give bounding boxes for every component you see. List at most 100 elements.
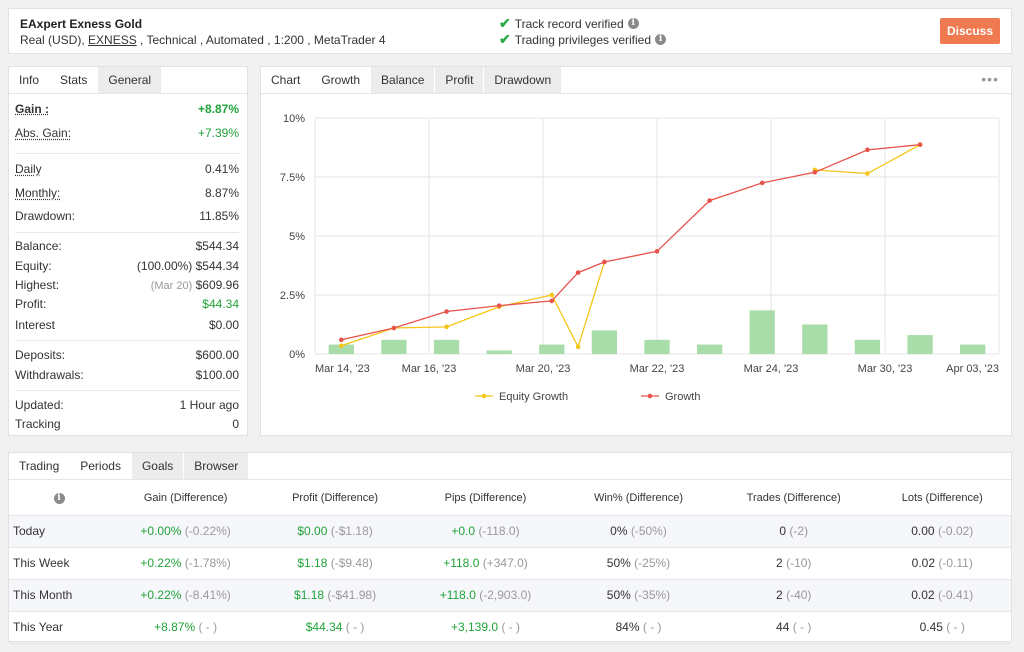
series-line — [341, 144, 921, 349]
divider — [15, 340, 239, 341]
data-point — [549, 298, 555, 304]
tab-trading[interactable]: Trading — [9, 453, 71, 479]
volume-bar — [381, 339, 407, 354]
cell-difference: ( - ) — [501, 620, 521, 634]
period-cell: +118.0 (-2,903.0) — [407, 579, 564, 612]
check-icon: ✔ — [499, 15, 511, 31]
table-row: This Year +8.87% ( - ) $44.34 ( - ) +3,139.… — [9, 611, 1011, 644]
volume-bar — [696, 344, 723, 354]
period-name: This Week — [9, 547, 109, 580]
cell-difference: (-40) — [786, 588, 812, 602]
tab-info[interactable]: Info — [9, 67, 51, 93]
tab-browser[interactable]: Browser — [184, 453, 250, 479]
info-icon[interactable]: i — [53, 493, 65, 505]
cell-difference: (-10) — [786, 556, 812, 570]
tab-drawdown[interactable]: Drawdown — [484, 67, 563, 93]
stat-value: (100.00%) $544.34 — [136, 259, 239, 273]
period-cell: 0.45 ( - ) — [873, 611, 1011, 644]
system-header: EAxpert Exness Gold Real (USD), EXNESS ,… — [8, 8, 1012, 54]
cell-difference: ( - ) — [792, 620, 812, 634]
data-point — [339, 343, 344, 349]
stat-label: Withdrawals: — [15, 368, 84, 382]
data-point — [759, 180, 765, 186]
period-cell: +0.22% (-8.41%) — [109, 579, 263, 612]
stat-highest: Highest: (Mar 20) $609.96 — [15, 276, 239, 294]
stat-value: $544.34 — [195, 239, 239, 253]
data-point — [602, 259, 607, 265]
legend-marker — [481, 393, 487, 399]
cell-value: $1.18 — [297, 556, 328, 570]
stat-balance: Balance: $544.34 — [15, 237, 239, 255]
info-icon[interactable]: i — [627, 18, 639, 29]
tab-general[interactable]: General — [98, 67, 163, 93]
tab-profit[interactable]: Profit — [435, 67, 485, 93]
stat-abs-gain: Abs. Gain: +7.39% — [15, 124, 239, 142]
cell-difference: (-35%) — [634, 588, 671, 602]
period-cell: +3,139.0 ( - ) — [407, 611, 564, 644]
periods-table: i Gain (Difference) Profit (Difference) … — [9, 481, 1011, 644]
tab-balance[interactable]: Balance — [371, 67, 436, 93]
volume-bar — [486, 350, 512, 354]
data-point — [707, 198, 712, 203]
cell-value: +0.22% — [140, 556, 182, 570]
stat-label: Drawdown: — [15, 209, 76, 223]
stat-label[interactable]: Monthly: — [15, 186, 61, 200]
x-tick-label: Mar 22, '23 — [630, 363, 685, 375]
data-point — [575, 270, 581, 275]
data-point — [654, 249, 660, 254]
data-point — [444, 309, 449, 314]
period-name: This Month — [9, 579, 109, 612]
stat-label[interactable]: Daily — [15, 162, 42, 176]
stat-value: +7.39% — [197, 126, 239, 140]
table-row: Today +0.00% (-0.22%) $0.00 (-$1.18) +0.0 (… — [9, 515, 1011, 548]
y-tick-label: 7.5% — [280, 172, 305, 184]
stat-value: 1 Hour ago — [179, 398, 239, 412]
volume-bar — [749, 310, 775, 354]
cell-difference: (-$9.48) — [330, 556, 373, 570]
discuss-button[interactable]: Discuss — [940, 18, 1000, 44]
data-point — [917, 142, 923, 147]
y-tick-label: 2.5% — [280, 290, 305, 302]
cell-value: 0.00 — [911, 524, 935, 538]
stat-value: $100.00 — [195, 368, 239, 382]
cell-difference: (-0.11) — [938, 556, 973, 570]
cell-value: +0.00% — [140, 524, 182, 538]
cell-difference: ( - ) — [642, 620, 662, 634]
info-icon[interactable]: i — [655, 34, 667, 45]
cell-value: 50% — [606, 556, 631, 570]
stat-deposits: Deposits: $600.00 — [15, 346, 239, 364]
header-gain: Gain (Difference) — [109, 481, 263, 516]
tab-bar — [9, 453, 1011, 480]
volume-bar — [802, 324, 828, 354]
cell-value: $1.18 — [294, 588, 325, 602]
period-cell: 44 ( - ) — [713, 611, 874, 644]
period-cell: $1.18 (-$41.98) — [262, 579, 408, 612]
volume-bar — [907, 335, 933, 354]
period-cell: 0.02 (-0.41) — [873, 579, 1011, 612]
period-cell: +8.87% ( - ) — [109, 611, 263, 644]
stat-label[interactable]: Abs. Gain: — [15, 126, 72, 140]
stat-label[interactable]: Gain : — [15, 102, 50, 116]
data-point — [391, 325, 397, 331]
stat-value: $44.34 — [202, 297, 239, 311]
volume-bar — [328, 344, 354, 354]
y-tick-label: 5% — [289, 231, 305, 243]
broker-link[interactable]: EXNESS — [88, 33, 137, 47]
tab-chart[interactable]: Chart — [261, 67, 312, 93]
period-cell: 50% (-35%) — [563, 579, 714, 612]
tab-stats[interactable]: Stats — [50, 67, 99, 93]
data-point — [496, 303, 502, 308]
chart-menu-icon[interactable]: ••• — [981, 71, 999, 87]
tab-growth[interactable]: Growth — [311, 67, 372, 93]
x-tick-label: Mar 14, '23 — [315, 363, 370, 375]
stat-value: 11.85% — [199, 209, 239, 223]
cell-value: 2 — [776, 556, 783, 570]
period-cell: 0 (-2) — [713, 515, 874, 548]
tab-periods[interactable]: Periods — [70, 453, 132, 479]
stat-label: Deposits: — [15, 348, 66, 362]
meta-account: Real (USD), — [20, 33, 89, 47]
stat-label: Profit: — [15, 297, 47, 311]
cell-value: +118.0 — [439, 588, 476, 602]
tab-goals[interactable]: Goals — [131, 453, 185, 479]
period-cell: 50% (-25%) — [563, 547, 714, 580]
